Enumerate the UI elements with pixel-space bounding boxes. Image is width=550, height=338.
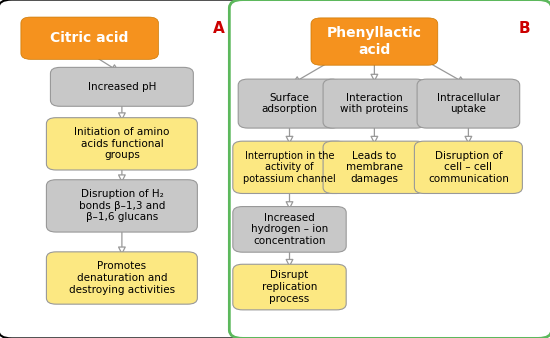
FancyBboxPatch shape [323, 79, 426, 128]
Text: Increased pH: Increased pH [87, 82, 156, 92]
Text: Phenyllactic
acid: Phenyllactic acid [327, 26, 422, 57]
FancyBboxPatch shape [46, 252, 197, 304]
FancyBboxPatch shape [323, 141, 426, 193]
FancyBboxPatch shape [46, 118, 197, 170]
Text: Increased
hydrogen – ion
concentration: Increased hydrogen – ion concentration [251, 213, 328, 246]
FancyBboxPatch shape [233, 207, 346, 252]
Text: Interruption in the
activity of
potassium channel: Interruption in the activity of potassiu… [243, 151, 336, 184]
Text: B: B [519, 21, 531, 35]
FancyBboxPatch shape [51, 67, 194, 106]
FancyBboxPatch shape [21, 17, 158, 59]
Text: Disruption of H₂
bonds β–1,3 and
β–1,6 glucans: Disruption of H₂ bonds β–1,3 and β–1,6 g… [79, 189, 165, 222]
Text: Surface
adsorption: Surface adsorption [261, 93, 317, 114]
FancyBboxPatch shape [417, 79, 520, 128]
FancyBboxPatch shape [0, 0, 251, 338]
FancyBboxPatch shape [233, 264, 346, 310]
FancyBboxPatch shape [311, 18, 438, 65]
Text: Disrupt
replication
process: Disrupt replication process [262, 270, 317, 304]
Text: Disruption of
cell – cell
communication: Disruption of cell – cell communication [428, 151, 509, 184]
Text: Initiation of amino
acids functional
groups: Initiation of amino acids functional gro… [74, 127, 169, 161]
Text: A: A [213, 21, 224, 35]
Text: Leads to
membrane
damages: Leads to membrane damages [346, 151, 403, 184]
FancyBboxPatch shape [46, 180, 197, 232]
FancyBboxPatch shape [229, 0, 550, 338]
Text: Promotes
denaturation and
destroying activities: Promotes denaturation and destroying act… [69, 261, 175, 295]
Text: Citric acid: Citric acid [51, 31, 129, 45]
Text: Interaction
with proteins: Interaction with proteins [340, 93, 409, 114]
FancyBboxPatch shape [238, 79, 341, 128]
FancyBboxPatch shape [414, 141, 522, 193]
Text: Intracellular
uptake: Intracellular uptake [437, 93, 500, 114]
FancyBboxPatch shape [233, 141, 346, 193]
